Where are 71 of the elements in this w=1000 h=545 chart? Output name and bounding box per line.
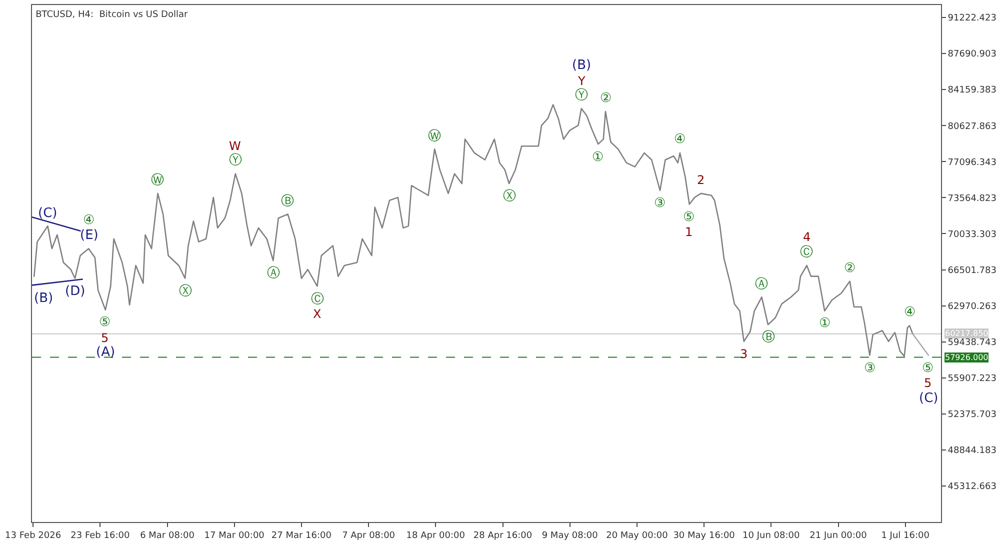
annotation: ③ [864, 361, 876, 376]
x-tick-label: 6 Mar 08:00 [140, 530, 195, 541]
y-tick-label: 80627.863 [948, 122, 996, 132]
x-tick-label: 30 May 16:00 [673, 530, 736, 541]
annotation: Ⓦ [151, 173, 164, 188]
x-tick-label: 7 Apr 08:00 [342, 530, 396, 541]
annotation: ② [844, 261, 856, 276]
x-tick-label: 17 Mar 00:00 [204, 530, 265, 541]
annotation: (B) [572, 58, 592, 73]
annotation: 2 [697, 173, 705, 187]
annotation: ① [592, 150, 604, 165]
annotation: Ⓦ [428, 129, 441, 144]
annotation: (A) [96, 345, 116, 360]
x-tick-label: 1 Jul 16:00 [881, 530, 930, 541]
line-series [33, 104, 914, 357]
x-tick-label: 9 May 08:00 [542, 530, 598, 541]
x-tick-label: 10 Jun 08:00 [742, 530, 800, 541]
annotation: (C) [38, 206, 58, 221]
annotation: ② [600, 91, 612, 106]
y-tick-label: 84159.383 [948, 86, 996, 96]
annotation: Ⓑ [762, 330, 775, 345]
y-tick-label: 59438.743 [948, 338, 996, 348]
y-tick-label: 48844.183 [948, 446, 996, 456]
y-tick-label: 62970.263 [948, 302, 996, 312]
annotation: Y [577, 74, 586, 88]
annotation: Ⓐ [267, 266, 280, 281]
annotation: (C) [919, 391, 938, 406]
annotation: ① [819, 316, 831, 331]
annotation: Ⓐ [755, 277, 768, 292]
x-tick-label: 23 Feb 16:00 [70, 530, 130, 541]
y-tick-label: 55907.223 [948, 374, 996, 384]
annotation: (B) [34, 291, 54, 306]
annotation: Ⓑ [281, 194, 294, 209]
x-tick-label: 27 Mar 16:00 [271, 530, 332, 541]
annotation: Ⓒ [311, 292, 324, 307]
text: BTCUSD, H4: Bitcoin vs US Dollar [36, 10, 188, 20]
annotation: Ⓒ [800, 245, 813, 260]
annotation: 5 [924, 376, 932, 390]
annotation: ④ [674, 132, 686, 147]
annotation: 3 [740, 347, 748, 361]
y-tick-label: 73564.823 [948, 194, 996, 204]
annotation: (E) [80, 228, 98, 243]
y-tick-label: 66501.783 [948, 266, 996, 276]
annotation: ⑤ [922, 361, 934, 376]
annotation: W [229, 139, 241, 153]
annotation: X [313, 307, 322, 321]
ref-line-label: 57926.000 [945, 353, 988, 362]
annotation: 1 [685, 225, 693, 239]
y-tick-label: 77096.343 [948, 158, 996, 168]
annotation: ④ [83, 213, 95, 228]
annotation: ⑤ [99, 315, 111, 330]
x-tick-label: 21 Jun 00:00 [810, 530, 868, 541]
annotation: 5 [101, 331, 109, 345]
annotation: Ⓨ [575, 88, 588, 103]
y-tick-label: 52375.703 [948, 410, 996, 420]
annotation: Ⓧ [503, 189, 516, 204]
y-tick-label: 70033.303 [948, 230, 996, 240]
x-tick-label: 13 Feb 2026 [5, 530, 62, 541]
annotation: (D) [65, 284, 86, 299]
annotation: 4 [803, 230, 811, 244]
y-tick-label: 87690.903 [948, 50, 996, 60]
x-tick-label: 20 May 00:00 [606, 530, 668, 541]
y-tick-label: 91222.423 [948, 14, 996, 24]
x-tick-label: 18 Apr 00:00 [406, 530, 466, 541]
annotation: Ⓧ [179, 284, 192, 299]
annotation: Ⓨ [229, 153, 242, 168]
annotation: ⑤ [683, 210, 695, 225]
annotation: ④ [904, 305, 916, 320]
y-tick-label: 45312.663 [948, 482, 996, 492]
annotation: ③ [654, 196, 666, 211]
x-tick-label: 28 Apr 16:00 [473, 530, 532, 541]
